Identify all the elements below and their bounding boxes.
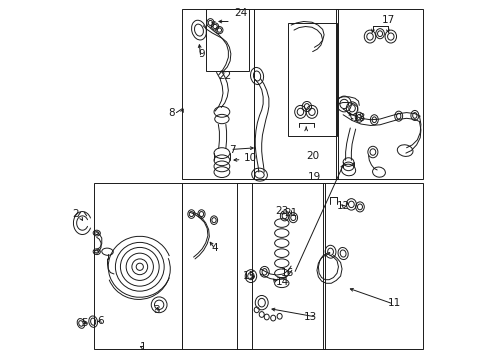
Text: 23: 23 <box>275 206 288 216</box>
Bar <box>182 9 254 179</box>
Text: 18: 18 <box>352 113 366 123</box>
Text: 4: 4 <box>211 243 218 253</box>
Bar <box>287 23 336 136</box>
Text: 12: 12 <box>336 201 349 211</box>
Text: 19: 19 <box>307 172 321 182</box>
Bar <box>205 9 248 71</box>
Text: 2: 2 <box>72 210 79 220</box>
Text: 20: 20 <box>305 150 319 161</box>
Text: 6: 6 <box>97 316 104 326</box>
Text: 11: 11 <box>386 298 400 309</box>
Bar <box>182 183 251 349</box>
Text: 24: 24 <box>234 8 247 18</box>
Text: 5: 5 <box>81 318 87 328</box>
Text: 7: 7 <box>229 144 236 154</box>
Text: 1: 1 <box>140 342 146 352</box>
Text: 9: 9 <box>198 49 204 59</box>
Bar <box>237 183 325 349</box>
Text: 10: 10 <box>243 153 256 163</box>
Text: 21: 21 <box>284 208 297 219</box>
Text: 22: 22 <box>218 71 231 81</box>
Bar <box>94 183 182 349</box>
Text: 15: 15 <box>243 271 256 282</box>
Text: 16: 16 <box>280 268 293 278</box>
Bar <box>323 183 422 349</box>
Text: 3: 3 <box>153 305 160 315</box>
Text: 13: 13 <box>303 312 316 322</box>
Text: 14: 14 <box>276 277 289 287</box>
Bar <box>335 9 422 179</box>
Text: 8: 8 <box>167 108 174 118</box>
Bar <box>254 9 337 179</box>
Text: 17: 17 <box>381 15 394 26</box>
